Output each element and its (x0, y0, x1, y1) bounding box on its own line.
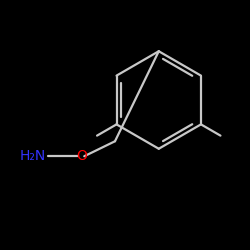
Text: O: O (76, 149, 87, 163)
Text: H₂N: H₂N (20, 149, 46, 163)
